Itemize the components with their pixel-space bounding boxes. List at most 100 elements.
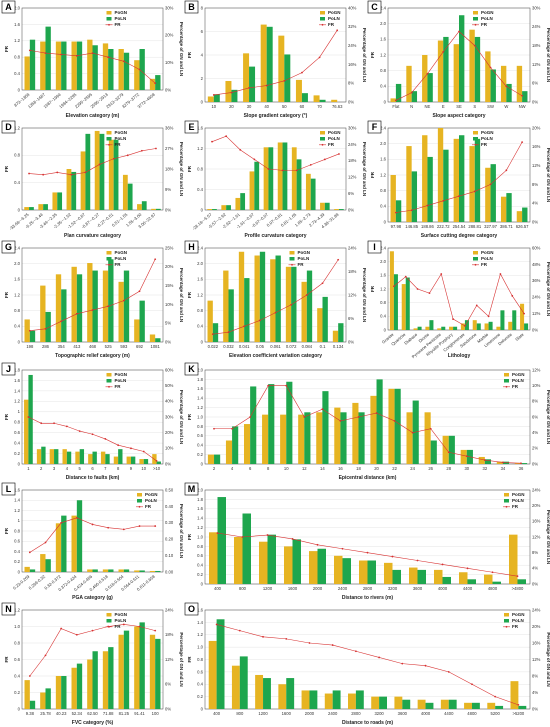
bar-pogn xyxy=(401,284,406,330)
fr-point xyxy=(211,140,213,143)
y-tick-label: 2.0 xyxy=(380,21,386,26)
y2-tick-label: 24% xyxy=(348,43,357,48)
bar-poln xyxy=(506,193,512,222)
x-tick-label: 40.23 xyxy=(56,711,67,716)
x-axis-label: Elevation category (m) xyxy=(66,113,120,119)
bar-poln xyxy=(309,690,318,709)
legend-swatch-pogn xyxy=(473,11,478,15)
legend-label-pogn: PoGN xyxy=(481,10,494,15)
y2-axis-label: Percentage of GN and LN xyxy=(546,632,550,686)
fr-point xyxy=(517,703,520,706)
bar-pogn xyxy=(305,173,311,210)
y-tick-label: 0.8 xyxy=(14,528,20,533)
bar-pogn xyxy=(390,98,396,102)
x-axis-label: Elevation coefficient variation category xyxy=(229,353,322,359)
fr-point xyxy=(107,526,110,529)
x-tick-label: NW xyxy=(519,104,526,109)
fr-point xyxy=(75,633,78,636)
y-tick-label: 0.4 xyxy=(197,563,203,568)
bar-pogn xyxy=(75,451,80,464)
y-tick-label: 0.8 xyxy=(14,153,20,158)
fr-point xyxy=(60,320,63,323)
bar-pogn xyxy=(278,684,287,709)
fr-point xyxy=(424,664,427,667)
bar-poln xyxy=(379,696,387,709)
x-tick-label: 30 xyxy=(247,104,252,109)
bar-poln xyxy=(490,164,496,222)
bar-poln xyxy=(45,26,51,90)
x-tick-label: 3200 xyxy=(388,586,398,591)
y2-tick-label: 10% xyxy=(165,446,174,451)
legend-swatch-pogn xyxy=(504,493,509,497)
x-tick-label: E xyxy=(442,104,445,109)
y-axis-label: FR xyxy=(370,285,375,292)
bar-poln xyxy=(66,451,72,464)
x-tick-label: 4000 xyxy=(438,586,448,591)
fr-point xyxy=(56,171,59,174)
fr-point xyxy=(42,173,45,176)
x-tick-label: 5200 xyxy=(491,711,501,716)
fr-point xyxy=(440,273,443,275)
bar-pogn xyxy=(249,171,255,210)
x-tick-label: 0.041 xyxy=(239,344,250,349)
y-tick-label: 1.6 xyxy=(197,386,203,391)
legend-label-fr: FR xyxy=(481,142,488,147)
fr-point xyxy=(520,462,522,465)
x-tick-label: 76.63 xyxy=(332,104,343,109)
bar-poln xyxy=(340,412,347,464)
panel-letter: B xyxy=(188,2,195,12)
bar-poln xyxy=(54,449,59,464)
plot-frame xyxy=(204,369,531,465)
bar-pogn xyxy=(295,79,302,102)
bar-poln xyxy=(118,449,123,464)
y2-tick-label: 24% xyxy=(532,24,541,29)
bar-poln xyxy=(275,255,281,342)
bar-poln xyxy=(212,209,217,210)
bar-pogn xyxy=(291,147,297,210)
bar-pogn xyxy=(102,569,109,572)
y2-tick-label: 60% xyxy=(532,245,541,250)
bar-poln xyxy=(322,296,328,342)
fr-line xyxy=(216,624,519,706)
y2-tick-label: 12% xyxy=(532,163,541,168)
panel-letter: O xyxy=(188,604,195,614)
bar-pogn xyxy=(87,263,93,342)
fr-point xyxy=(248,87,250,89)
y-tick-label: 1.6 xyxy=(14,378,20,383)
x-tick-label: 10 xyxy=(284,466,289,471)
x-tick-label: 4400 xyxy=(444,711,454,716)
y2-tick-label: 18% xyxy=(165,166,174,171)
x-tick-label: 20 xyxy=(229,104,234,109)
y-axis-label: FR xyxy=(187,533,192,540)
fr-point xyxy=(258,319,261,322)
bar-poln xyxy=(268,147,274,210)
y-tick-label: 0.4 xyxy=(197,324,203,329)
legend-swatch-poln xyxy=(137,499,142,503)
y2-tick-label: 18% xyxy=(348,158,357,163)
x-tick-label: 52.34 xyxy=(72,711,83,716)
x-axis-label: FVC category (%) xyxy=(72,720,114,726)
bar-pogn xyxy=(149,634,156,709)
bar-pogn xyxy=(134,319,140,342)
bar-pogn xyxy=(137,204,142,210)
y2-tick-label: 6% xyxy=(348,316,354,321)
fr-point xyxy=(249,416,252,418)
fr-point xyxy=(28,49,31,52)
bar-poln xyxy=(520,463,528,464)
legend-swatch-pogn xyxy=(320,131,325,135)
bar-poln xyxy=(376,379,383,464)
bar-pogn xyxy=(348,693,356,709)
x-tick-label: 626.57 xyxy=(516,224,529,229)
bar-poln xyxy=(141,201,147,210)
panel-letter-box xyxy=(1,120,16,134)
y2-tick-label: 6% xyxy=(348,191,354,196)
legend-label-pogn: PoGN xyxy=(481,130,494,135)
bar-poln xyxy=(155,338,161,342)
y-tick-label: 2.0 xyxy=(380,141,386,146)
bar-pogn xyxy=(514,463,521,464)
y-tick-label: 1.6 xyxy=(380,37,386,42)
y-tick-label: 0.8 xyxy=(380,188,386,193)
y2-tick-label: 6% xyxy=(532,414,538,419)
x-tick-label: 4 xyxy=(231,466,234,471)
y-tick-label: 1.6 xyxy=(380,157,386,162)
